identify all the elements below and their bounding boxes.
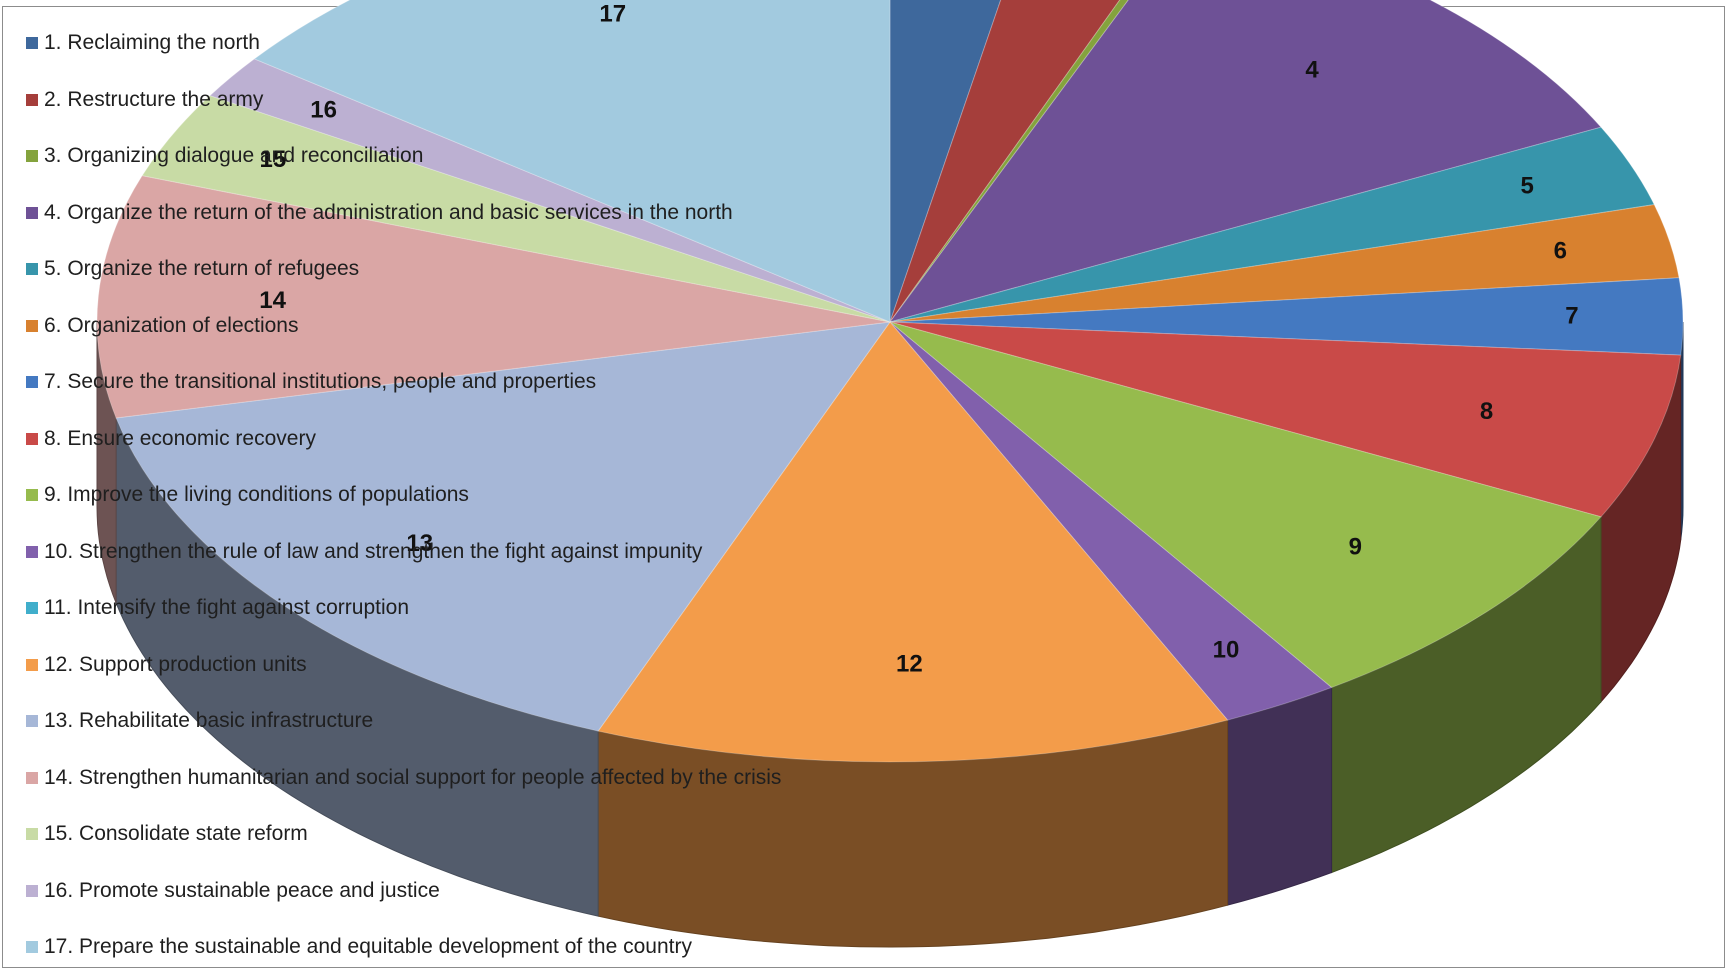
legend-swatch bbox=[26, 319, 38, 332]
legend-item-7: 7. Secure the transitional institutions,… bbox=[26, 367, 596, 397]
legend-swatch bbox=[26, 432, 38, 445]
slice-label-9: 9 bbox=[1349, 534, 1362, 561]
legend-label: 15. Consolidate state reform bbox=[44, 822, 308, 845]
legend-label: 6. Organization of elections bbox=[44, 313, 299, 337]
legend-item-16: 16. Promote sustainable peace and justic… bbox=[26, 876, 440, 906]
slice-4 bbox=[888, 0, 1602, 323]
legend-item-11: 11. Intensify the fight against corrupti… bbox=[26, 593, 409, 623]
legend-swatch bbox=[26, 884, 38, 897]
legend-item-10: 10. Strengthen the rule of law and stren… bbox=[26, 537, 702, 567]
legend-label: 13. Rehabilitate basic infrastructure bbox=[44, 709, 374, 732]
legend-item-14: 14. Strengthen humanitarian and social s… bbox=[26, 763, 781, 793]
slice-14 bbox=[96, 175, 891, 419]
legend-label: 17. Prepare the sustainable and equitabl… bbox=[44, 935, 692, 958]
slice-2 bbox=[889, 0, 1121, 323]
legend-label: 14. Strengthen humanitarian and social s… bbox=[44, 765, 782, 789]
legend-item-17: 17. Prepare the sustainable and equitabl… bbox=[26, 932, 692, 962]
legend-label: 9. Improve the living conditions of popu… bbox=[44, 483, 469, 506]
slice-label-10: 10 bbox=[1213, 637, 1240, 664]
legend-item-13: 13. Rehabilitate basic infrastructure bbox=[26, 706, 373, 736]
slice-15 bbox=[141, 95, 891, 323]
legend-item-4: 4. Organize the return of the administra… bbox=[26, 198, 733, 228]
legend-swatch bbox=[26, 37, 38, 49]
legend-label: 11. Intensify the fight against corrupti… bbox=[44, 596, 409, 619]
slice-5 bbox=[889, 126, 1655, 323]
legend: 1. Reclaiming the north 2. Restructure th… bbox=[26, 28, 926, 958]
legend-swatch bbox=[26, 828, 38, 840]
legend-item-6: 6. Organization of elections bbox=[26, 311, 298, 341]
slice-label-13: 13 bbox=[406, 530, 433, 557]
legend-label: 12. Support production units bbox=[44, 652, 307, 676]
legend-label: 3. Organizing dialogue and reconciliatio… bbox=[44, 144, 424, 167]
slice-label-5: 5 bbox=[1521, 172, 1534, 199]
slice-side-10 bbox=[1227, 686, 1333, 906]
slice-label-15: 15 bbox=[260, 146, 287, 173]
legend-swatch bbox=[26, 771, 38, 784]
slice-1 bbox=[889, 0, 1002, 323]
legend-label: 16. Promote sustainable peace and justic… bbox=[44, 878, 440, 902]
legend-item-2: 2. Restructure the army bbox=[26, 85, 263, 115]
legend-item-5: 5. Organize the return of refugees bbox=[26, 254, 359, 284]
legend-swatch bbox=[26, 941, 38, 953]
legend-label: 5. Organize the return of refugees bbox=[44, 257, 360, 280]
slice-12 bbox=[597, 321, 1229, 763]
legend-item-8: 8. Ensure economic recovery bbox=[26, 424, 316, 454]
legend-label: 8. Ensure economic recovery bbox=[44, 426, 316, 450]
legend-swatch bbox=[26, 150, 38, 162]
legend-label: 2. Restructure the army bbox=[44, 87, 264, 111]
slice-8 bbox=[889, 321, 1682, 518]
legend-item-3: 3. Organizing dialogue and reconciliatio… bbox=[26, 141, 423, 171]
legend-item-9: 9. Improve the living conditions of popu… bbox=[26, 480, 469, 510]
legend-swatch bbox=[26, 206, 38, 219]
slice-label-6: 6 bbox=[1554, 238, 1567, 265]
legend-item-15: 15. Consolidate state reform bbox=[26, 819, 308, 849]
legend-label: 7. Secure the transitional institutions,… bbox=[44, 370, 597, 393]
slice-label-14: 14 bbox=[259, 287, 286, 314]
legend-label: 10. Strengthen the rule of law and stren… bbox=[44, 539, 703, 563]
legend-swatch bbox=[26, 263, 38, 275]
legend-swatch bbox=[26, 658, 38, 671]
slice-17 bbox=[253, 0, 891, 323]
slice-label-16: 16 bbox=[310, 97, 337, 124]
slice-13 bbox=[115, 321, 892, 732]
legend-swatch bbox=[26, 715, 38, 727]
legend-item-1: 1. Reclaiming the north bbox=[26, 28, 260, 58]
legend-swatch bbox=[26, 93, 38, 106]
slice-10 bbox=[889, 321, 1333, 721]
slice-6 bbox=[889, 204, 1680, 323]
slice-label-7: 7 bbox=[1565, 303, 1578, 330]
legend-swatch bbox=[26, 602, 38, 614]
slice-label-4: 4 bbox=[1305, 56, 1319, 83]
slice-7 bbox=[889, 277, 1684, 356]
legend-item-12: 12. Support production units bbox=[26, 650, 307, 680]
legend-label: 4. Organize the return of the administra… bbox=[44, 200, 733, 224]
legend-swatch bbox=[26, 545, 38, 558]
slice-label-12: 12 bbox=[896, 650, 923, 677]
legend-label: 1. Reclaiming the north bbox=[44, 31, 260, 54]
legend-swatch bbox=[26, 376, 38, 388]
slice-16 bbox=[209, 58, 891, 323]
slice-label-8: 8 bbox=[1480, 398, 1493, 425]
legend-swatch bbox=[26, 489, 38, 501]
slice-label-17: 17 bbox=[599, 1, 626, 28]
slice-9 bbox=[889, 321, 1602, 689]
